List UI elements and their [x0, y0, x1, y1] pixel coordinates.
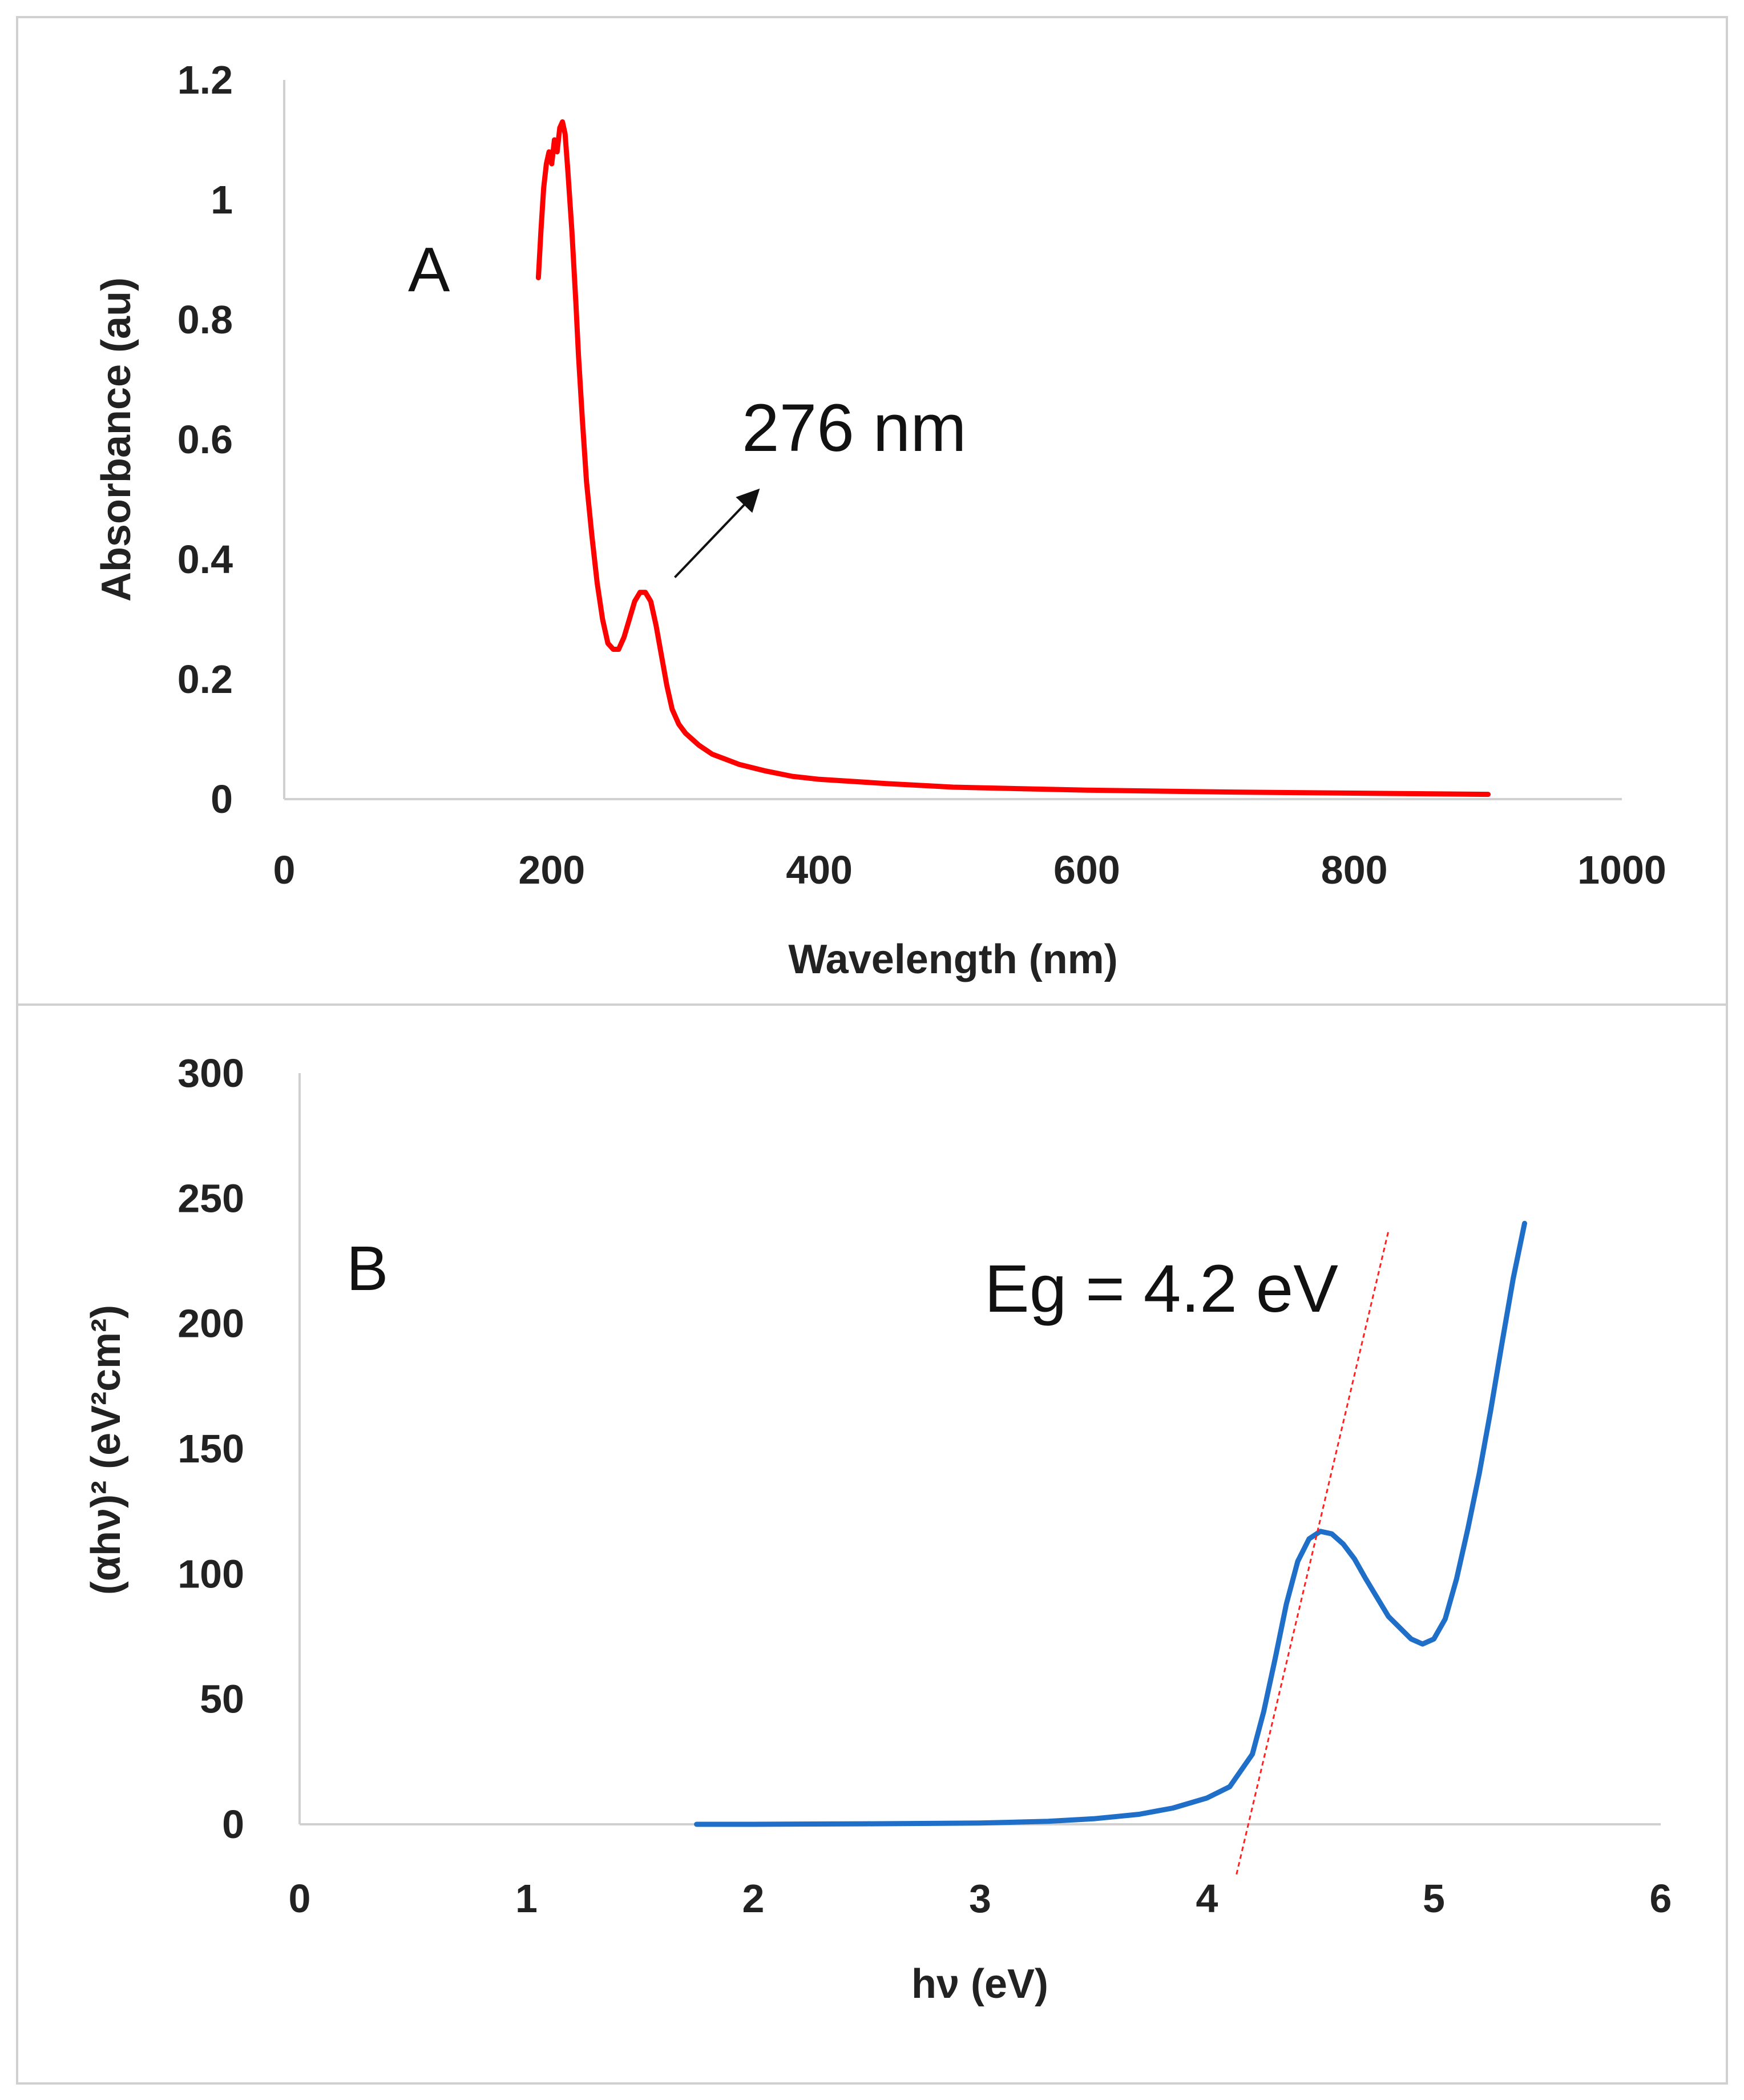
panel-a-x-tick-label: 800 [1321, 848, 1388, 892]
panel-b-y-tick-label: 100 [177, 1551, 244, 1596]
panel-a-y-tick-label: 0.4 [177, 537, 233, 582]
panel-a-x-tick-label: 600 [1053, 848, 1120, 892]
panel-b-x-tick-label: 3 [969, 1876, 991, 1921]
panel-a-y-axis-title: Absorbance (au) [94, 277, 139, 602]
panel-a-y-tick-label: 1 [211, 178, 233, 222]
panel-a-annotation-arrow [674, 488, 760, 578]
panel-a-label: A [408, 235, 450, 305]
panel-a-chart: 0 0.2 0.4 0.6 0.8 1 1.2 0 200 400 600 800 1000 276 … [94, 58, 1666, 982]
panel-b-y-tick-label: 250 [177, 1176, 244, 1220]
panel-a-x-tick-label: 0 [273, 848, 296, 892]
panel-a-y-tick-label: 0.8 [177, 297, 233, 342]
panel-a-y-tick-label: 0 [211, 777, 233, 821]
panel-a-y-tick-label: 1.2 [177, 58, 233, 102]
panel-b-y-axis-title: (αhν)² (eV²cm²) [83, 1305, 129, 1595]
panel-a-x-tick-label: 200 [518, 848, 585, 892]
panel-b-x-tick-label: 4 [1196, 1876, 1218, 1921]
panel-b-chart: 0 50 100 150 200 250 300 0 1 2 3 4 5 6 Eg = 4.2 eV B… [83, 1051, 1672, 2007]
panel-b-frame [16, 1003, 1728, 2085]
panel-b-y-tick-label: 300 [177, 1051, 244, 1095]
panel-b-y-tick-label: 200 [177, 1301, 244, 1346]
panel-b-tauc-line [694, 1220, 1527, 1827]
panel-a-absorbance-line [535, 119, 1491, 797]
panel-b-x-tick-label: 1 [515, 1876, 538, 1921]
panel-b-y-tick-label: 0 [222, 1802, 244, 1847]
panel-a-y-tick-labels: 0 0.2 0.4 0.6 0.8 1 1.2 [177, 58, 233, 821]
panel-a-y-tick-label: 0.6 [177, 417, 233, 462]
panel-b-x-axis-title: hν (eV) [911, 1961, 1048, 2007]
panel-b-x-tick-label: 5 [1423, 1876, 1445, 1921]
panel-a-x-tick-label: 1000 [1577, 848, 1666, 892]
panel-b-label: B [346, 1234, 388, 1304]
panel-b-linear-fit-line [1236, 1231, 1390, 1875]
panel-b-y-tick-label: 50 [200, 1677, 244, 1722]
panel-a-x-tick-label: 400 [786, 848, 853, 892]
panel-b-annotation-text: Eg = 4.2 eV [984, 1251, 1338, 1327]
panel-a-y-tick-label: 0.2 [177, 657, 233, 702]
panel-a-x-axis-title: Wavelength (nm) [788, 937, 1117, 982]
panel-b-x-tick-labels: 0 1 2 3 4 5 6 [289, 1876, 1672, 1921]
panel-a-x-tick-labels: 0 200 400 600 800 1000 [273, 848, 1666, 892]
panel-b-y-tick-labels: 0 50 100 150 200 250 300 [177, 1051, 244, 1847]
panel-b-x-tick-label: 6 [1650, 1876, 1672, 1921]
panel-b-x-tick-label: 2 [742, 1876, 765, 1921]
panel-b-y-tick-label: 150 [177, 1426, 244, 1471]
panel-b-x-tick-label: 0 [289, 1876, 311, 1921]
panel-a-annotation-text: 276 nm [742, 390, 967, 466]
